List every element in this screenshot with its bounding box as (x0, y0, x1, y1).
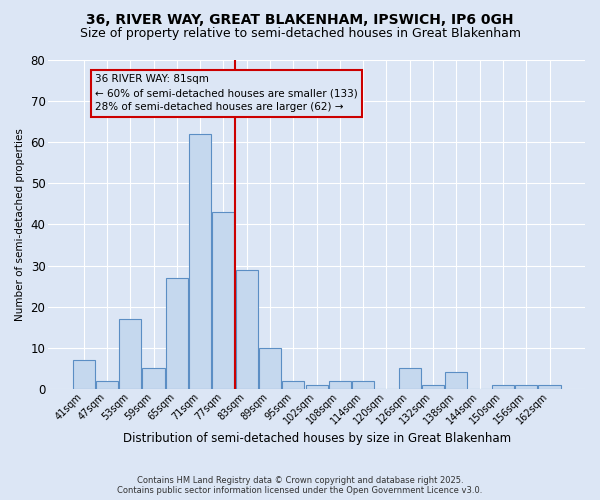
Bar (96, 380, 118, 389)
Bar (259, 348, 281, 389)
Bar (445, 372, 467, 389)
Bar (352, 380, 374, 389)
Bar (212, 212, 235, 389)
Bar (73, 360, 95, 389)
Bar (329, 380, 351, 389)
Bar (305, 384, 328, 389)
Bar (282, 380, 304, 389)
Text: 36, RIVER WAY, GREAT BLAKENHAM, IPSWICH, IP6 0GH: 36, RIVER WAY, GREAT BLAKENHAM, IPSWICH,… (86, 12, 514, 26)
Bar (236, 270, 258, 389)
Bar (189, 134, 211, 389)
Y-axis label: Number of semi-detached properties: Number of semi-detached properties (15, 128, 25, 321)
Text: Size of property relative to semi-detached houses in Great Blakenham: Size of property relative to semi-detach… (79, 28, 521, 40)
Bar (492, 384, 514, 389)
Bar (422, 384, 444, 389)
Bar (119, 319, 142, 389)
Bar (142, 368, 164, 389)
X-axis label: Distribution of semi-detached houses by size in Great Blakenham: Distribution of semi-detached houses by … (122, 432, 511, 445)
Text: Contains HM Land Registry data © Crown copyright and database right 2025.
Contai: Contains HM Land Registry data © Crown c… (118, 476, 482, 495)
Bar (399, 368, 421, 389)
Text: 36 RIVER WAY: 81sqm
← 60% of semi-detached houses are smaller (133)
28% of semi-: 36 RIVER WAY: 81sqm ← 60% of semi-detach… (95, 74, 358, 112)
Bar (166, 278, 188, 389)
Bar (538, 384, 560, 389)
Bar (515, 384, 538, 389)
